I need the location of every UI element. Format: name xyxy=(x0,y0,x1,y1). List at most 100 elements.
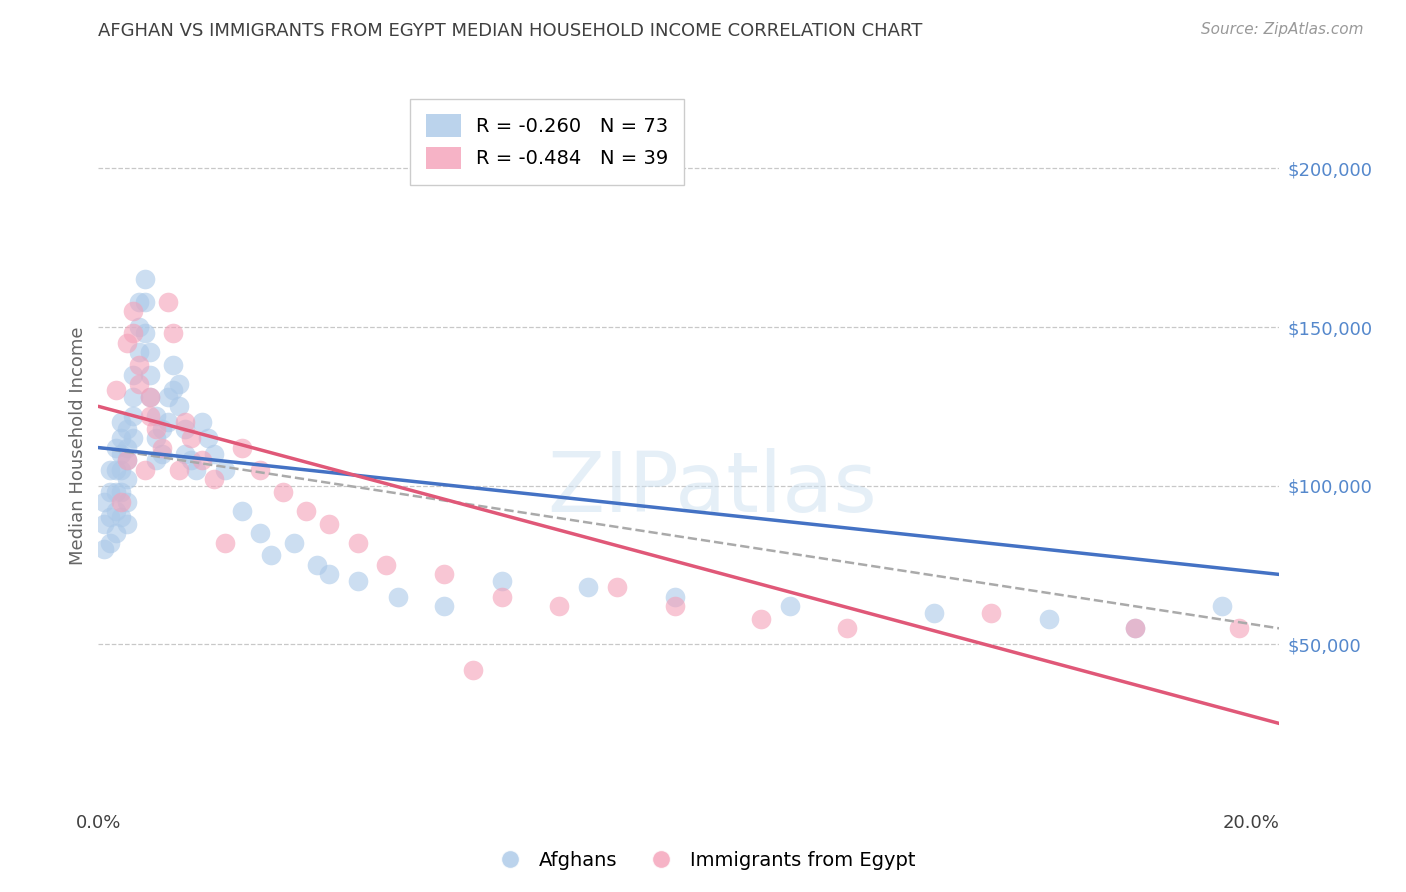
Point xyxy=(98,463,121,477)
Point xyxy=(375,558,398,572)
Point xyxy=(162,326,184,341)
Point xyxy=(110,494,132,508)
Point xyxy=(307,558,329,572)
Point xyxy=(122,431,145,445)
Point xyxy=(115,494,138,508)
Point xyxy=(104,504,127,518)
Point xyxy=(156,415,179,429)
Point xyxy=(162,358,184,372)
Point xyxy=(173,421,195,435)
Point xyxy=(156,390,179,404)
Legend: Afghans, Immigrants from Egypt: Afghans, Immigrants from Egypt xyxy=(482,843,924,878)
Point xyxy=(115,335,138,350)
Point xyxy=(115,441,138,455)
Point xyxy=(98,535,121,549)
Point xyxy=(1125,621,1147,635)
Point xyxy=(1211,599,1233,614)
Point xyxy=(93,494,115,508)
Point xyxy=(104,485,127,500)
Point xyxy=(134,294,156,309)
Point xyxy=(548,599,571,614)
Point xyxy=(134,326,156,341)
Point xyxy=(128,345,150,359)
Point xyxy=(104,384,127,398)
Point xyxy=(139,409,162,423)
Point xyxy=(180,453,202,467)
Point xyxy=(461,663,484,677)
Point xyxy=(214,463,236,477)
Point xyxy=(150,421,173,435)
Point xyxy=(271,485,294,500)
Point xyxy=(122,409,145,423)
Point xyxy=(145,409,167,423)
Point xyxy=(110,510,132,524)
Point xyxy=(346,535,368,549)
Point xyxy=(346,574,368,588)
Point xyxy=(664,599,686,614)
Point xyxy=(214,535,236,549)
Point xyxy=(150,441,173,455)
Point xyxy=(104,526,127,541)
Point xyxy=(180,431,202,445)
Text: Source: ZipAtlas.com: Source: ZipAtlas.com xyxy=(1201,22,1364,37)
Point xyxy=(491,590,513,604)
Point xyxy=(115,453,138,467)
Point xyxy=(779,599,801,614)
Point xyxy=(115,516,138,531)
Point xyxy=(1125,621,1147,635)
Legend: R = -0.260   N = 73, R = -0.484   N = 39: R = -0.260 N = 73, R = -0.484 N = 39 xyxy=(411,99,685,185)
Point xyxy=(93,542,115,557)
Point xyxy=(128,294,150,309)
Point xyxy=(139,368,162,382)
Point xyxy=(98,485,121,500)
Point xyxy=(110,431,132,445)
Point xyxy=(128,320,150,334)
Point xyxy=(115,421,138,435)
Point xyxy=(104,463,127,477)
Point xyxy=(104,441,127,455)
Point xyxy=(295,504,318,518)
Point xyxy=(156,294,179,309)
Text: AFGHAN VS IMMIGRANTS FROM EGYPT MEDIAN HOUSEHOLD INCOME CORRELATION CHART: AFGHAN VS IMMIGRANTS FROM EGYPT MEDIAN H… xyxy=(98,22,922,40)
Text: ZIPatlas: ZIPatlas xyxy=(547,449,877,529)
Point xyxy=(606,580,628,594)
Point xyxy=(318,516,340,531)
Point xyxy=(202,447,225,461)
Point xyxy=(122,326,145,341)
Point xyxy=(145,421,167,435)
Point xyxy=(122,390,145,404)
Point xyxy=(191,415,214,429)
Point xyxy=(433,567,456,582)
Point xyxy=(197,431,219,445)
Point xyxy=(173,447,195,461)
Point xyxy=(167,400,190,414)
Point xyxy=(162,384,184,398)
Point xyxy=(134,463,156,477)
Point xyxy=(576,580,599,594)
Point xyxy=(139,345,162,359)
Point xyxy=(749,612,772,626)
Point xyxy=(922,606,945,620)
Point xyxy=(139,390,162,404)
Point xyxy=(249,463,271,477)
Point xyxy=(387,590,409,604)
Point xyxy=(93,516,115,531)
Point xyxy=(110,447,132,461)
Point xyxy=(122,304,145,318)
Point xyxy=(260,549,283,563)
Point xyxy=(1038,612,1060,626)
Point xyxy=(145,431,167,445)
Point xyxy=(110,415,132,429)
Point xyxy=(115,453,138,467)
Point xyxy=(191,453,214,467)
Point xyxy=(231,504,253,518)
Point xyxy=(1227,621,1250,635)
Point xyxy=(837,621,859,635)
Point xyxy=(122,368,145,382)
Point xyxy=(231,441,253,455)
Point xyxy=(249,526,271,541)
Point xyxy=(98,510,121,524)
Point xyxy=(115,472,138,486)
Point xyxy=(173,415,195,429)
Point xyxy=(283,535,305,549)
